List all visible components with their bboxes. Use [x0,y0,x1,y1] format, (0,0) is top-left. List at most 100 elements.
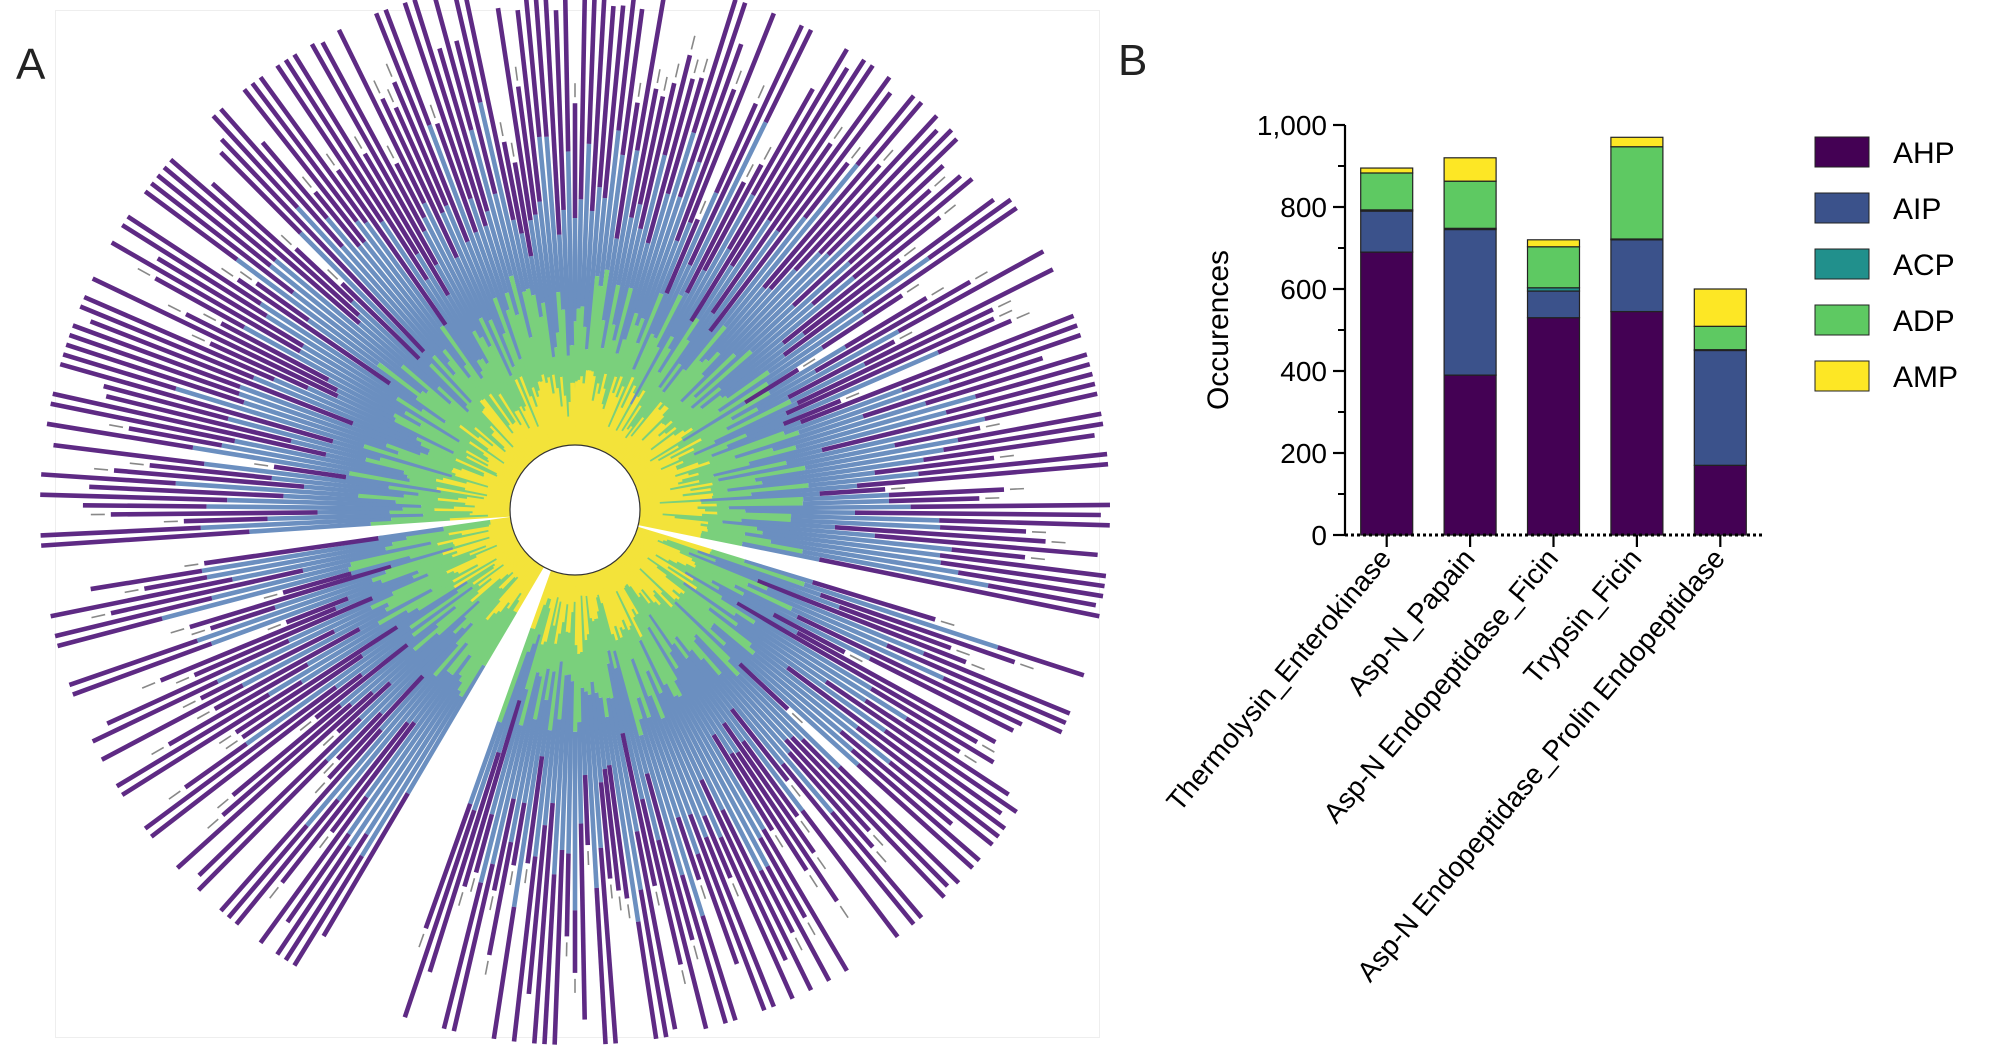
radial-segment-ahp [210,181,361,318]
radial-segment-aip [333,602,390,634]
radial-segment-ahp [721,721,816,854]
radial-segment-ahp [691,0,738,134]
radial-segment-ahp [54,595,213,639]
radial-segment-ahp [553,10,566,211]
radial-segment-ahp [785,316,995,416]
radial-segment-ahp [511,802,527,866]
radial-segment-ahp [957,411,1102,443]
leaf-label-mark [267,623,282,631]
radial-segment-ahp [901,323,1078,392]
radial-segment-aip [306,385,419,440]
radial-segment-ahp [997,645,1085,678]
radial-segment-ahp [52,391,327,457]
leaf-label-mark [280,234,293,246]
radial-segment-aip [267,512,424,522]
radial-segment-adp [690,558,749,587]
radial-segment-aip [678,121,768,297]
radial-segment-adp [539,316,558,394]
panel-b-label: B [1118,36,1148,85]
radial-segment-ahp [275,64,384,224]
radial-segment-adp [497,627,535,723]
radial-segment-aip [221,443,411,483]
radial-segment-aip [693,411,788,458]
radial-segment-aip [693,303,796,400]
radial-segment-aip [717,587,799,635]
radial-segment-adp [620,317,646,378]
radial-segment-aip [601,238,619,321]
radial-segment-ahp [515,86,538,215]
radial-segment-aip [673,636,734,711]
leaf-label-mark [833,126,843,140]
radial-segment-aip [265,313,399,401]
leaf-label-mark [314,782,326,794]
radial-segment-adp [629,608,683,698]
radial-segment-aip [267,609,409,697]
radial-segment-aip [446,293,491,365]
leaf-label-mark [175,676,190,684]
radial-segment-ahp [46,421,194,450]
radial-segment-ahp [515,9,542,202]
radial-segment-aip [325,630,456,762]
radial-segment-adp [693,399,792,453]
radial-segment-aip [454,256,515,377]
radial-segment-aip [298,231,433,367]
radial-segment-aip [637,639,725,811]
leaf-label-mark [170,628,185,634]
radial-segment-aip [422,230,484,339]
radial-segment-aip [696,550,822,598]
radial-segment-aip [511,219,531,290]
radial-segment-adp [540,302,557,375]
radial-segment-adp [716,501,803,509]
radial-segment-ahp [948,332,1082,383]
radial-segment-ahp [791,163,945,308]
leaf-label-mark [141,682,156,689]
radial-segment-aip [726,422,785,450]
radial-segment-ahp [796,614,1023,727]
radial-segment-ahp [280,721,410,884]
radial-segment-ahp [423,802,473,930]
radial-segment-adp [638,636,667,686]
radial-segment-aip [350,554,411,576]
radial-segment-ahp [154,276,246,330]
radial-segment-adp [636,335,675,399]
radial-segment-ahp [327,674,425,780]
radial-segment-aip [283,493,396,504]
radial-segment-ahp [41,472,176,486]
radial-segment-adp [651,593,697,642]
radial-segment-adp [627,625,663,695]
radial-segment-aip [770,539,959,575]
radial-segment-aip [802,549,989,588]
radial-segment-aip [734,414,864,461]
radial-segment-adp [682,433,748,465]
bar-segment-amp [1443,157,1497,182]
radial-segment-ahp [768,163,882,291]
leaf-label-mark [790,784,801,797]
radial-segment-ahp [211,114,300,210]
radial-segment-aip [808,471,919,488]
radial-segment-ahp [695,853,740,965]
radial-segment-ahp [602,768,621,891]
radial-segment-aip [657,320,694,374]
radial-segment-ahp [374,12,470,243]
radial-segment-ahp [258,795,369,945]
radial-segment-aip [360,633,415,677]
radial-segment-aip [528,255,544,318]
radial-segment-adp [697,430,785,467]
radial-segment-ahp [834,525,1046,544]
radial-segment-aip [477,101,527,293]
radial-segment-ahp [159,606,337,683]
leaf-label-mark [618,896,622,911]
radial-segment-aip [239,384,422,456]
radial-segment-aip [749,261,851,354]
radial-segment-aip [745,350,940,438]
radial-segment-aip [682,400,747,444]
leaf-label-mark [514,66,519,81]
radial-segment-aip [727,657,841,769]
leaf-label-mark [217,798,229,809]
radial-segment-ahp [883,728,1003,816]
radial-segment-aip [565,151,575,346]
radial-segment-ahp [491,798,516,891]
radial-segment-adp [684,563,745,597]
radial-segment-aip [444,204,517,368]
